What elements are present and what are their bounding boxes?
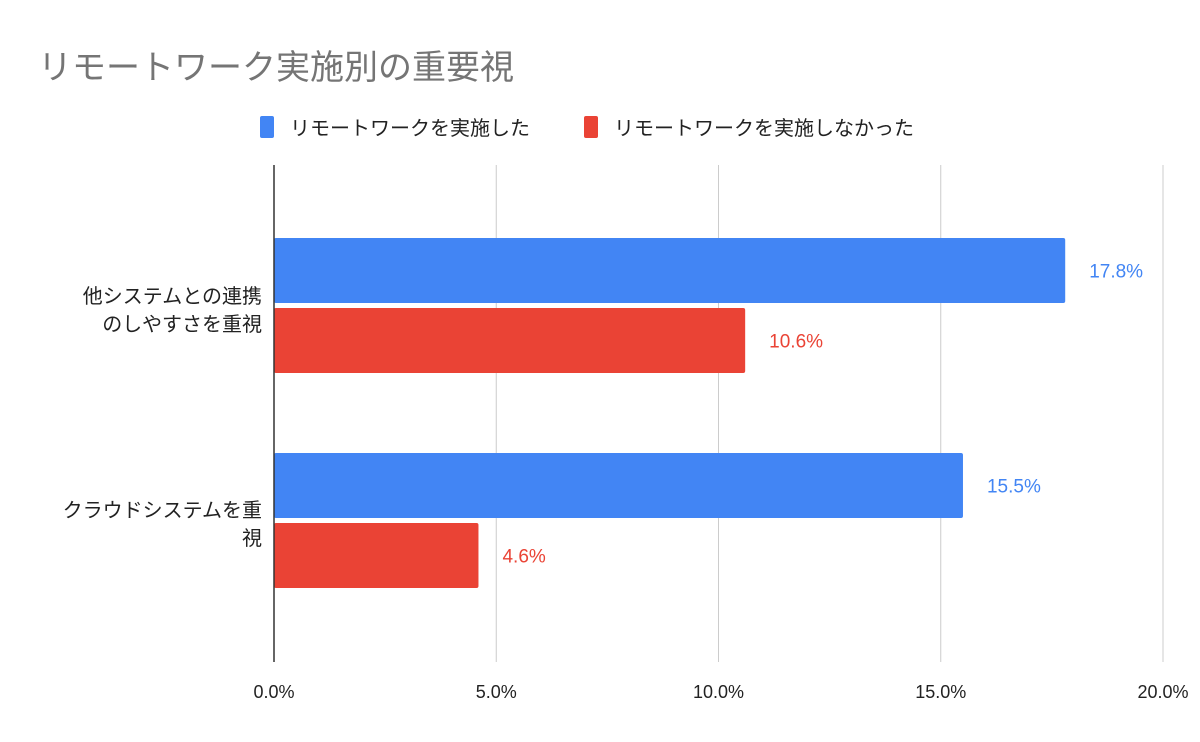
bar [274,453,963,518]
bar [274,238,1066,303]
legend-item-implemented: リモートワークを実施した [260,112,530,141]
legend-swatch-blue [260,115,274,138]
bar [274,523,479,588]
legend-item-not-implemented: リモートワークを実施しなかった [584,112,914,141]
category-label: クラウドシステムを重視 [62,498,262,550]
x-tick-label: 0.0% [253,682,294,702]
legend-label: リモートワークを実施した [290,116,530,140]
category-label: 他システムとの連携のしやすさを重視 [82,284,262,336]
bar [274,308,746,373]
x-tick-label: 5.0% [476,682,517,702]
x-tick-label: 10.0% [693,682,744,702]
chart-title: リモートワーク実施別の重要視 [38,48,514,88]
legend-label: リモートワークを実施しなかった [614,116,914,140]
data-label: 15.5% [987,477,1041,498]
data-label: 10.6% [769,332,823,353]
legend-swatch-red [584,115,598,138]
x-tick-label: 20.0% [1137,682,1188,702]
data-label: 4.6% [502,547,545,568]
x-tick-label: 15.0% [915,682,966,702]
data-label: 17.8% [1089,262,1143,283]
